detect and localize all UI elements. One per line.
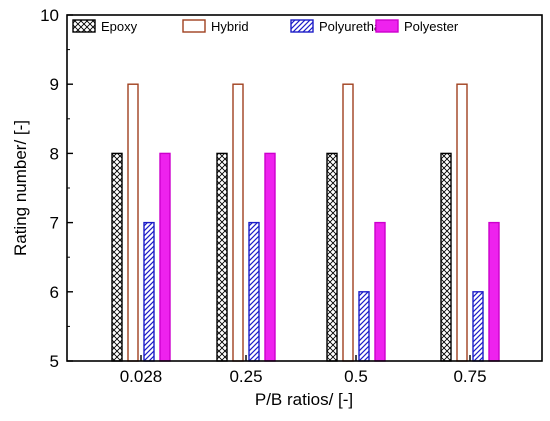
- x-axis-title: P/B ratios/ [-]: [255, 390, 353, 409]
- bar-polyurethane-0.75: [472, 291, 484, 362]
- bar-polyurethane-0.5: [358, 291, 370, 362]
- y-tick-label-5: 5: [50, 352, 59, 371]
- bar-polyester-0.5: [374, 221, 386, 362]
- bar-hybrid-0.5: [342, 83, 354, 362]
- legend: Epoxy Hybrid Polyurethane Polyester: [72, 19, 459, 34]
- legend-swatch-polyurethane: [290, 19, 314, 33]
- bar-epoxy-0.5: [326, 152, 338, 362]
- bar-polyurethane-0.25: [248, 221, 260, 362]
- marks-layer: [111, 83, 500, 362]
- y-axis-title: Rating number/ [-]: [11, 120, 30, 256]
- bar-epoxy-0.75: [440, 152, 452, 362]
- legend-label-epoxy: Epoxy: [101, 19, 138, 34]
- bar-hybrid-0.75: [456, 83, 468, 362]
- legend-label-hybrid: Hybrid: [211, 19, 249, 34]
- y-tick-label-7: 7: [50, 214, 59, 233]
- legend-swatch-epoxy: [72, 19, 96, 33]
- bar-polyester-0.028: [159, 152, 171, 362]
- bar-hybrid-0.25: [232, 83, 244, 362]
- x-tick-label-0.028: 0.028: [120, 367, 163, 386]
- x-tick-label-0.5: 0.5: [344, 367, 368, 386]
- legend-swatch-hybrid: [182, 19, 206, 33]
- legend-label-polyester: Polyester: [404, 19, 459, 34]
- bar-epoxy-0.028: [111, 152, 123, 362]
- bar-polyester-0.25: [264, 152, 276, 362]
- x-tick-label-0.75: 0.75: [453, 367, 486, 386]
- axes-layer: 5 6 7 8 9 10 0.028 0.25 0.5 0.75: [40, 6, 486, 386]
- y-tick-label-10: 10: [40, 6, 59, 25]
- legend-swatch-polyester: [375, 19, 399, 33]
- x-tick-label-0.25: 0.25: [229, 367, 262, 386]
- y-tick-label-9: 9: [50, 75, 59, 94]
- bar-polyurethane-0.028: [143, 221, 155, 362]
- bar-epoxy-0.25: [216, 152, 228, 362]
- bar-polyester-0.75: [488, 221, 500, 362]
- y-tick-label-6: 6: [50, 283, 59, 302]
- y-tick-label-8: 8: [50, 144, 59, 163]
- bar-hybrid-0.028: [127, 83, 139, 362]
